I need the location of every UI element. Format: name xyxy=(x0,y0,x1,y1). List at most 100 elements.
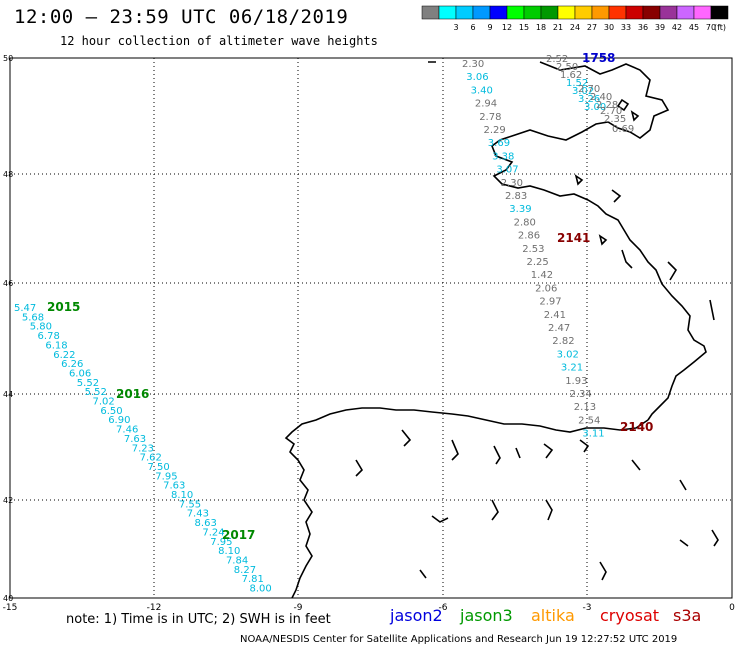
scale-swatch xyxy=(710,5,729,20)
scale-swatch xyxy=(523,5,542,20)
swh-value: 8.63 xyxy=(195,518,217,529)
swh-value: 5.47 xyxy=(14,303,36,314)
swh-value: 2.29 xyxy=(484,125,506,136)
swh-value: 2.35 xyxy=(604,114,626,125)
scale-tick-label: 24 xyxy=(570,23,580,32)
scale-tick-label: 70 xyxy=(706,23,716,32)
inland-3 xyxy=(667,261,678,281)
credit-line: NOAA/NESDIS Center for Satellite Applica… xyxy=(240,634,678,645)
scale-tick-label: 39 xyxy=(655,23,665,32)
inland-20 xyxy=(631,459,641,471)
swh-value: 3.26 xyxy=(578,94,600,105)
lon-tick-label: -6 xyxy=(439,603,448,613)
swh-value: 2.70 xyxy=(578,84,600,95)
scale-tick-label: 33 xyxy=(621,23,631,32)
lon-tick-label: -3 xyxy=(583,603,592,613)
swh-value: 1.42 xyxy=(531,270,553,281)
swh-value: 6.26 xyxy=(61,359,83,370)
lon-tick-label: -9 xyxy=(294,603,303,613)
swh-value: 2.25 xyxy=(527,257,549,268)
swh-value: 2.70 xyxy=(600,106,622,117)
swh-value: 2.82 xyxy=(552,336,574,347)
swh-value: 3.02 xyxy=(557,349,579,360)
swh-value: 3.00 xyxy=(584,102,606,113)
scale-swatch xyxy=(455,5,474,20)
swh-value: 3.40 xyxy=(471,85,493,96)
swh-value: 3.39 xyxy=(509,204,531,215)
scale-tick-label: 15 xyxy=(519,23,529,32)
lat-tick-label: 44 xyxy=(3,390,13,399)
pass-time-label: 2016 xyxy=(116,387,149,401)
mission-altika: altika xyxy=(531,606,575,625)
swh-value: 2.97 xyxy=(539,297,561,308)
swh-value: 2.54 xyxy=(578,415,600,426)
swh-value: 5.80 xyxy=(30,322,52,333)
pass-time-label: 2140 xyxy=(620,420,653,434)
coastline xyxy=(284,61,719,599)
swh-value: 8.10 xyxy=(171,490,193,501)
scale-swatch xyxy=(506,5,525,20)
pass-time-label: 1758 xyxy=(582,51,615,65)
swh-value: 5.52 xyxy=(77,378,99,389)
swh-value: 7.84 xyxy=(226,555,248,566)
pass-time-label: 2015 xyxy=(47,300,80,314)
mission-jason2: jason2 xyxy=(390,606,443,625)
lon-tick-label: -15 xyxy=(3,603,18,613)
swh-value: 3.06 xyxy=(466,72,488,83)
swh-value: 7.50 xyxy=(147,462,169,473)
coast-france xyxy=(428,61,707,421)
swh-value: 3.38 xyxy=(492,151,514,162)
scale-swatch xyxy=(574,5,593,20)
swh-value: 2.41 xyxy=(544,310,566,321)
scale-tick-label: 9 xyxy=(487,23,492,32)
pass-time-label: 2017 xyxy=(222,528,255,542)
inland-4 xyxy=(709,299,715,321)
swh-value: 2.47 xyxy=(548,323,570,334)
island-4 xyxy=(598,234,608,246)
scale-swatch xyxy=(693,5,712,20)
scale-tick-label: 27 xyxy=(587,23,597,32)
scale-swatch xyxy=(608,5,627,20)
swh-value: 3.11 xyxy=(582,429,604,440)
lat-tick-label: 46 xyxy=(3,279,13,288)
scale-swatch xyxy=(438,5,457,20)
scale-swatch xyxy=(489,5,508,20)
scale-swatch xyxy=(472,5,491,20)
scale-tick-label: 3 xyxy=(453,23,458,32)
mission-jason3: jason3 xyxy=(460,606,513,625)
scale-swatch xyxy=(642,5,661,20)
scale-tick-label: 21 xyxy=(553,23,563,32)
inland-14 xyxy=(545,499,553,521)
swh-value: 2.52 xyxy=(546,54,568,65)
inland-18 xyxy=(419,569,427,579)
swh-value: 6.90 xyxy=(108,415,130,426)
swh-value: 7.63 xyxy=(124,434,146,445)
swh-value: 3.69 xyxy=(488,138,510,149)
scale-tick-label: 6 xyxy=(470,23,475,32)
lat-tick-label: 40 xyxy=(3,594,13,603)
scale-tick-label: 12 xyxy=(502,23,512,32)
inland-1 xyxy=(611,189,622,203)
island-2 xyxy=(630,110,640,122)
scale-swatch xyxy=(625,5,644,20)
scale-tick-label: 18 xyxy=(536,23,546,32)
swh-value: 8.10 xyxy=(218,546,240,557)
lat-lon-grid: -15 -12 -9 -6 -3 0 50 48 46 44 42 40 xyxy=(3,54,735,613)
inland-13 xyxy=(491,499,499,521)
swh-value: 0.69 xyxy=(612,124,634,135)
swh-value: 7.62 xyxy=(140,453,162,464)
inland-6 xyxy=(451,439,459,461)
footer-note: note: 1) Time is in UTC; 2) SWH is in fe… xyxy=(66,612,331,627)
swh-value: 7.24 xyxy=(202,527,224,538)
lon-tick-label: -12 xyxy=(147,603,162,613)
island-3 xyxy=(574,174,584,186)
swh-value: 7.63 xyxy=(163,481,185,492)
swh-value: 1.52 xyxy=(566,78,588,89)
swh-value: 6.78 xyxy=(38,331,60,342)
inland-9 xyxy=(543,443,554,459)
scale-swatch xyxy=(557,5,576,20)
swh-value: 1.93 xyxy=(565,376,587,387)
swh-value: 7.23 xyxy=(132,443,154,454)
inland-10 xyxy=(579,439,590,453)
